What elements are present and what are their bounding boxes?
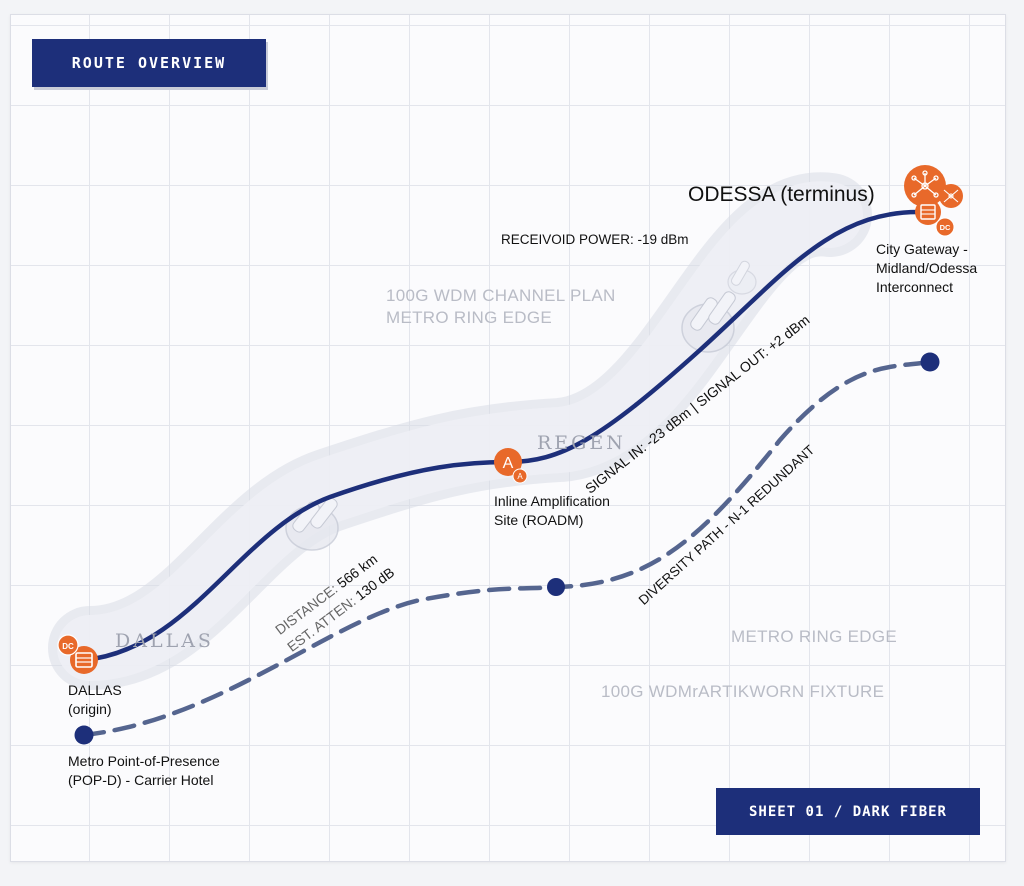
sheet-label: SHEET 01 / DARK FIBER <box>716 788 980 835</box>
terminus-line2: Midland/Odessa <box>876 260 978 276</box>
terminus-line1: City Gateway - <box>876 241 968 257</box>
origin-icon-text: DC <box>62 642 74 651</box>
diversity-end-dot[interactable] <box>920 352 940 372</box>
terminus-label: City Gateway - Midland/Odessa Interconne… <box>876 240 977 297</box>
datacenter-icon[interactable]: DC <box>57 634 98 674</box>
terminus-icon-text: DC <box>940 223 951 232</box>
amplifier-icon[interactable]: A A <box>494 448 528 484</box>
ghost-ring-edge-1: METRO RING EDGE <box>386 308 553 327</box>
network-hub-icon-secondary[interactable] <box>939 184 963 208</box>
amp-label: Inline Amplification Site (ROADM) <box>494 492 610 530</box>
pop-name: Metro Point-of-Presence <box>68 753 220 769</box>
ghost-channel-plan: 100G WDM CHANNEL PLAN <box>386 286 616 305</box>
received-power-label: RECEIVOID POWER: -19 dBm <box>501 232 689 247</box>
splice-enclosure-1 <box>285 497 339 551</box>
ghost-ring-edge-2: METRO RING EDGE <box>731 627 898 646</box>
server-icon[interactable]: DC <box>915 199 955 237</box>
ghost-fixture: 100G WDMrARTIKWORN FIXTURE <box>601 682 885 701</box>
amp-detail: Site (ROADM) <box>494 512 584 528</box>
route-overview-title: ROUTE OVERVIEW <box>32 39 266 87</box>
pop-detail: (POP-D) - Carrier Hotel <box>68 772 214 788</box>
diversity-midpoint-dot[interactable] <box>547 578 565 596</box>
terminus-title: ODESSA (terminus) <box>688 183 875 206</box>
ghost-dallas: DALLAS <box>115 630 214 652</box>
amp-icon-text: A <box>503 455 514 472</box>
fiber-conduit <box>57 181 863 681</box>
origin-name: DALLAS <box>68 682 122 698</box>
pop-label: Metro Point-of-Presence (POP-D) - Carrie… <box>68 752 220 790</box>
splice-enclosure-3 <box>727 260 757 295</box>
network-hub-icon[interactable] <box>904 165 946 207</box>
amp-name: Inline Amplification <box>494 493 610 509</box>
pop-node-dot[interactable] <box>74 725 94 745</box>
terminus-line3: Interconnect <box>876 279 954 295</box>
amp-icon-sub: A <box>517 472 523 481</box>
splice-enclosure-2 <box>681 291 736 353</box>
origin-role: (origin) <box>68 701 112 717</box>
origin-label: DALLAS (origin) <box>68 681 122 719</box>
ghost-regen: REGEN <box>537 432 626 454</box>
